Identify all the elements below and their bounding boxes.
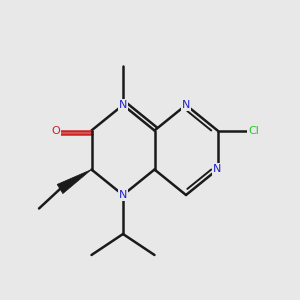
Text: N: N <box>213 164 222 175</box>
Text: Cl: Cl <box>248 125 259 136</box>
Polygon shape <box>57 169 92 194</box>
Text: N: N <box>119 190 127 200</box>
Text: N: N <box>182 100 190 110</box>
Text: O: O <box>51 125 60 136</box>
Text: N: N <box>119 100 127 110</box>
